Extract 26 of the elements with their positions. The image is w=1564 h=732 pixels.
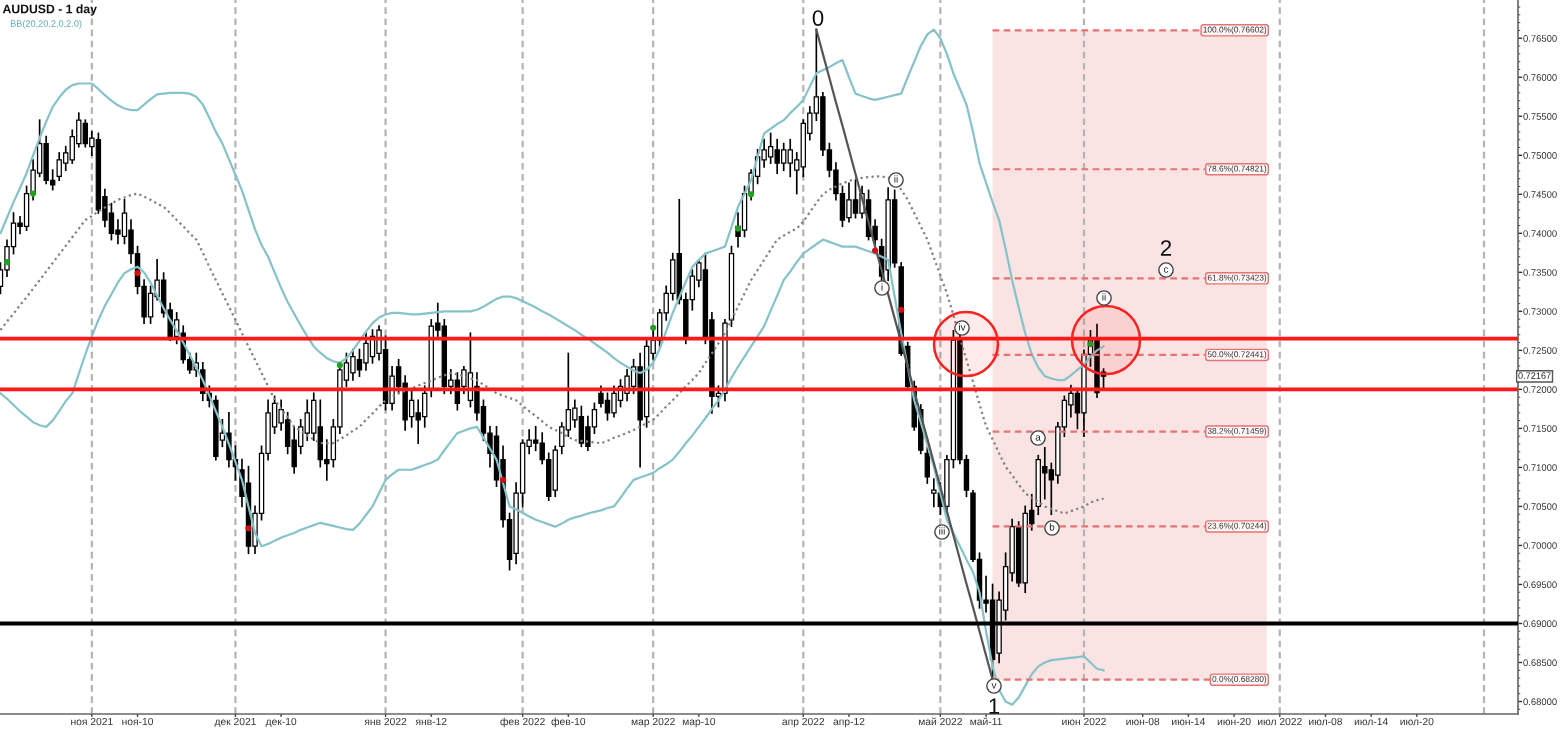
annotation: 1: [989, 698, 1000, 714]
point: [134, 270, 141, 277]
point: [29, 190, 37, 197]
annotation: 2: [1160, 240, 1172, 256]
candlestick: [780, 142, 787, 171]
point: [1087, 341, 1094, 348]
candlestick: [578, 405, 585, 448]
annotation: 0: [812, 10, 824, 26]
candlestick: [611, 385, 617, 418]
point: [650, 324, 657, 331]
point: [245, 525, 252, 532]
candlestick: [774, 138, 780, 175]
point: [871, 247, 879, 254]
point: [747, 191, 755, 198]
point: [898, 306, 905, 313]
candlestick: [82, 119, 89, 148]
candlestick: [56, 152, 62, 182]
candlestick: [846, 182, 852, 223]
point: [336, 362, 343, 369]
point: [3, 259, 11, 266]
candlestick: [931, 478, 937, 508]
point: [734, 225, 742, 232]
candlestick: [350, 348, 356, 381]
point: [499, 476, 507, 484]
candlestick: [363, 332, 369, 371]
candlestick: [852, 179, 859, 219]
